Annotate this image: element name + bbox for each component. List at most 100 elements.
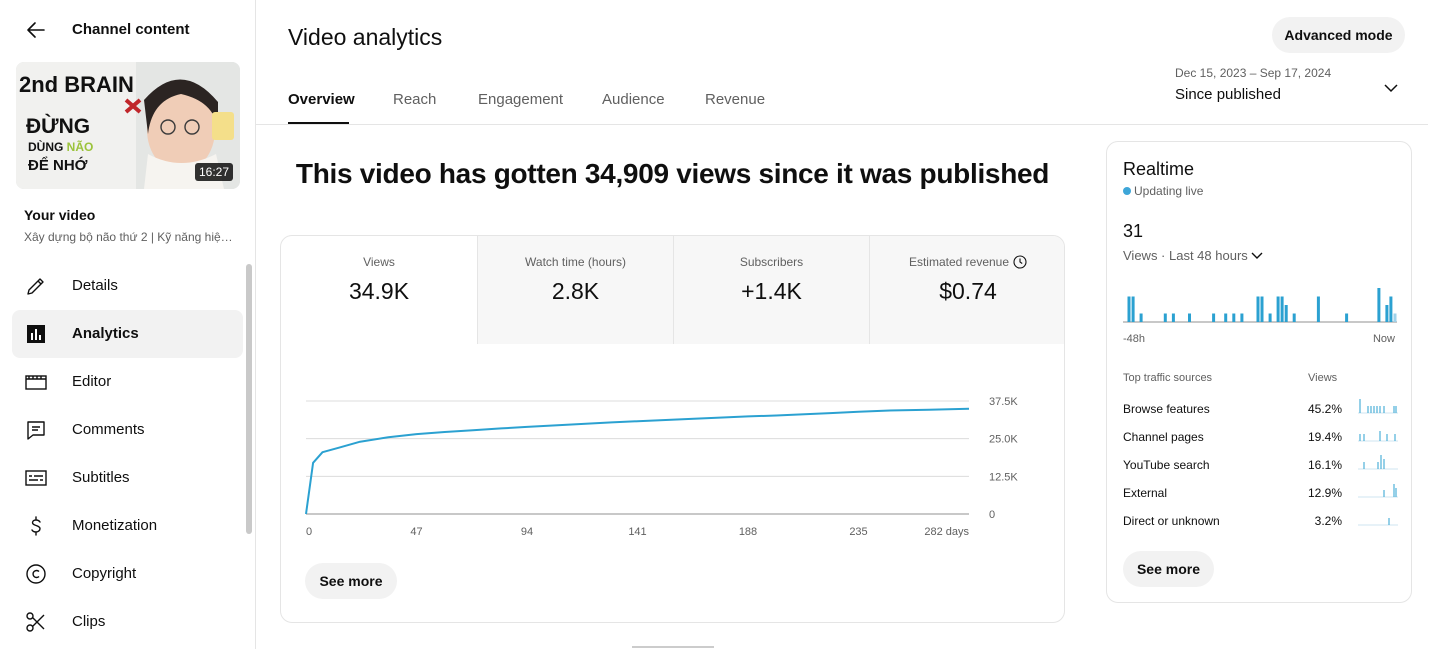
x-tick-label: 141 — [628, 526, 646, 538]
metric-estimated-revenue[interactable]: Estimated revenue $0.74 — [869, 236, 1064, 344]
realtime-bar — [1188, 313, 1191, 322]
tab-revenue[interactable]: Revenue — [705, 91, 766, 108]
chevron-down-icon — [1383, 80, 1399, 96]
realtime-bar — [1224, 313, 1228, 322]
your-video-label: Your video — [24, 207, 96, 223]
traffic-source-row: External 12.9% — [1123, 484, 1398, 513]
realtime-axis-end: Now — [1372, 333, 1395, 345]
sidebar-item-monetization[interactable]: Monetization — [12, 502, 243, 550]
traffic-sparkline — [1358, 399, 1398, 414]
realtime-bar — [1316, 296, 1320, 322]
traffic-source-name: Browse features — [1123, 402, 1210, 416]
realtime-bar — [1292, 313, 1296, 322]
y-tick-label: 25.0K — [989, 434, 1018, 446]
metric-value: +1.4K — [741, 278, 802, 304]
realtime-period-dropdown[interactable]: Views · Last 48 hours — [1123, 248, 1264, 263]
pencil-icon — [24, 274, 48, 298]
realtime-bar — [1127, 296, 1131, 322]
advanced-mode-button[interactable]: Advanced mode — [1272, 17, 1405, 53]
sidebar-item-label: Subtitles — [72, 469, 130, 486]
header-divider — [256, 124, 1428, 125]
traffic-sources-header: Top traffic sources — [1123, 372, 1213, 384]
tab-engagement[interactable]: Engagement — [478, 91, 564, 108]
x-tick-label: 0 — [306, 526, 312, 538]
sidebar-title: Channel content — [72, 21, 190, 38]
thumbnail-text-line4: ĐỂ NHỚ — [28, 156, 88, 174]
sidebar: Channel content 2nd BRAIN ĐỪNG DÙNG NÃO … — [0, 0, 256, 649]
overview-see-more-button[interactable]: See more — [305, 563, 397, 599]
realtime-see-more-button[interactable]: See more — [1123, 551, 1214, 587]
metric-subscribers[interactable]: Subscribers +1.4K — [673, 236, 869, 344]
tab-overview[interactable]: Overview — [288, 91, 355, 108]
sidebar-header: Channel content — [0, 0, 255, 60]
sidebar-item-comments[interactable]: Comments — [12, 406, 243, 454]
realtime-bar — [1240, 313, 1244, 322]
sidebar-item-copyright[interactable]: Copyright — [12, 550, 243, 598]
video-title: Xây dựng bộ não thứ 2 | Kỹ năng hiệu quả — [24, 230, 234, 244]
realtime-status: Updating live — [1123, 184, 1203, 198]
scissors-icon — [24, 610, 48, 634]
realtime-status-text: Updating live — [1134, 184, 1204, 198]
sidebar-item-details[interactable]: Details — [12, 262, 243, 310]
metric-label: Watch time (hours) — [525, 255, 626, 269]
copyright-icon — [24, 562, 48, 586]
realtime-bar-chart — [1123, 288, 1397, 323]
sidebar-item-analytics[interactable]: Analytics — [12, 310, 243, 358]
sidebar-scrollbar[interactable] — [246, 264, 252, 534]
traffic-source-name: External — [1123, 486, 1168, 500]
x-tick-label: 235 — [849, 526, 867, 538]
realtime-bar — [1139, 313, 1143, 322]
realtime-title: Realtime — [1123, 159, 1195, 179]
sidebar-item-label: Monetization — [72, 517, 158, 534]
sidebar-item-label: Editor — [72, 373, 112, 390]
sidebar-nav: Details Analytics Editor Comments Subtit… — [12, 262, 243, 646]
views-series-line — [305, 407, 970, 515]
traffic-source-pct: 45.2% — [1307, 402, 1342, 416]
sidebar-item-subtitles[interactable]: Subtitles — [12, 454, 243, 502]
realtime-bar — [1276, 296, 1280, 322]
sidebar-item-clips[interactable]: Clips — [12, 598, 243, 646]
realtime-count: 31 — [1123, 221, 1144, 241]
metric-value: 2.8K — [551, 278, 600, 304]
tab-reach[interactable]: Reach — [393, 91, 437, 108]
sidebar-item-editor[interactable]: Editor — [12, 358, 243, 406]
realtime-bar — [1212, 313, 1216, 322]
overview-card: Views 34.9K Watch time (hours) 2.8K Subs… — [280, 235, 1065, 623]
realtime-card: Realtime Updating live 31 Views · Last 4… — [1106, 141, 1412, 603]
chevron-down-icon — [1251, 252, 1263, 259]
metric-watch-time[interactable]: Watch time (hours) 2.8K — [477, 236, 673, 344]
metric-value: 34.9K — [348, 278, 410, 304]
views-line-chart: 37.5K 25.0K 12.5K 0 0 47 94 141 188 235 282 days — [305, 396, 1018, 538]
sidebar-item-label: Analytics — [72, 325, 139, 342]
active-tab-indicator — [288, 122, 349, 125]
y-tick-label: 0 — [989, 509, 995, 521]
traffic-source-pct: 16.1% — [1307, 458, 1342, 472]
metric-value: $0.74 — [939, 278, 997, 304]
x-tick-label: 282 days — [924, 526, 969, 538]
traffic-source-row: YouTube search 16.1% — [1123, 455, 1398, 485]
back-arrow-icon[interactable] — [22, 16, 50, 44]
x-tick-label: 94 — [521, 526, 533, 538]
traffic-source-pct: 12.9% — [1307, 486, 1342, 500]
traffic-source-pct: 19.4% — [1307, 430, 1342, 444]
traffic-source-pct: 3.2% — [1314, 514, 1342, 528]
x-tick-label: 188 — [739, 526, 757, 538]
date-range-picker[interactable]: Dec 15, 2023 – Sep 17, 2024 Since publis… — [1175, 66, 1405, 112]
tab-audience[interactable]: Audience — [602, 91, 665, 108]
realtime-bar — [1393, 313, 1397, 322]
comment-icon — [24, 418, 48, 442]
metric-views[interactable]: Views 34.9K — [281, 236, 477, 344]
traffic-source-row: Direct or unknown 3.2% — [1123, 513, 1398, 541]
views-headline: This video has gotten 34,909 views since… — [295, 158, 1050, 189]
metric-label-text: Estimated revenue — [908, 255, 1010, 269]
live-dot-icon — [1123, 187, 1131, 195]
video-thumbnail[interactable]: 2nd BRAIN ĐỪNG DÙNG NÃO ĐỂ NHỚ 16:27 — [16, 62, 240, 189]
metric-label: Views — [363, 255, 395, 269]
realtime-period-text: Views · Last 48 hours — [1123, 248, 1248, 263]
realtime-bar — [1260, 296, 1264, 322]
clock-icon — [1013, 255, 1027, 269]
realtime-bar — [1171, 313, 1175, 322]
traffic-source-row: Browse features 45.2% — [1123, 399, 1398, 429]
realtime-bar — [1284, 305, 1288, 322]
dollar-icon — [24, 514, 48, 538]
